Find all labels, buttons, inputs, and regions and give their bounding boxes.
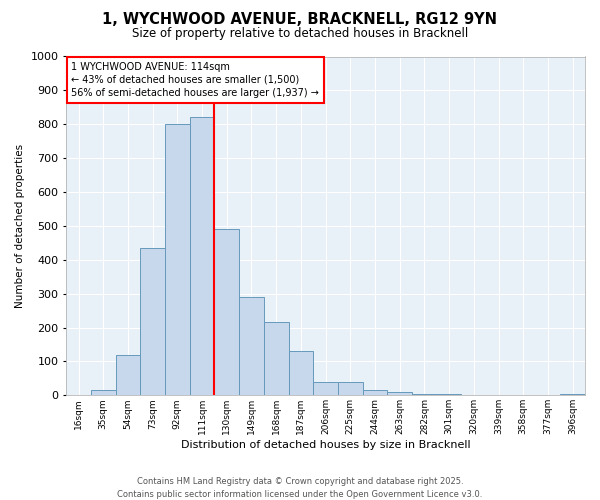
- Bar: [116, 354, 140, 396]
- Bar: [165, 124, 190, 396]
- Bar: [190, 118, 214, 396]
- Bar: [289, 351, 313, 396]
- Text: Contains public sector information licensed under the Open Government Licence v3: Contains public sector information licen…: [118, 490, 482, 499]
- Text: 1 WYCHWOOD AVENUE: 114sqm
← 43% of detached houses are smaller (1,500)
56% of se: 1 WYCHWOOD AVENUE: 114sqm ← 43% of detac…: [71, 62, 319, 98]
- Bar: [437, 394, 461, 396]
- X-axis label: Distribution of detached houses by size in Bracknell: Distribution of detached houses by size …: [181, 440, 470, 450]
- Bar: [140, 248, 165, 396]
- Bar: [214, 230, 239, 396]
- Bar: [239, 297, 264, 396]
- Bar: [91, 390, 116, 396]
- Text: Size of property relative to detached houses in Bracknell: Size of property relative to detached ho…: [132, 28, 468, 40]
- Text: 1, WYCHWOOD AVENUE, BRACKNELL, RG12 9YN: 1, WYCHWOOD AVENUE, BRACKNELL, RG12 9YN: [103, 12, 497, 28]
- Bar: [313, 382, 338, 396]
- Bar: [560, 394, 585, 396]
- Bar: [362, 390, 388, 396]
- Bar: [412, 394, 437, 396]
- Y-axis label: Number of detached properties: Number of detached properties: [15, 144, 25, 308]
- Bar: [264, 322, 289, 396]
- Bar: [338, 382, 362, 396]
- Bar: [461, 394, 486, 396]
- Bar: [388, 392, 412, 396]
- Text: Contains HM Land Registry data © Crown copyright and database right 2025.: Contains HM Land Registry data © Crown c…: [137, 478, 463, 486]
